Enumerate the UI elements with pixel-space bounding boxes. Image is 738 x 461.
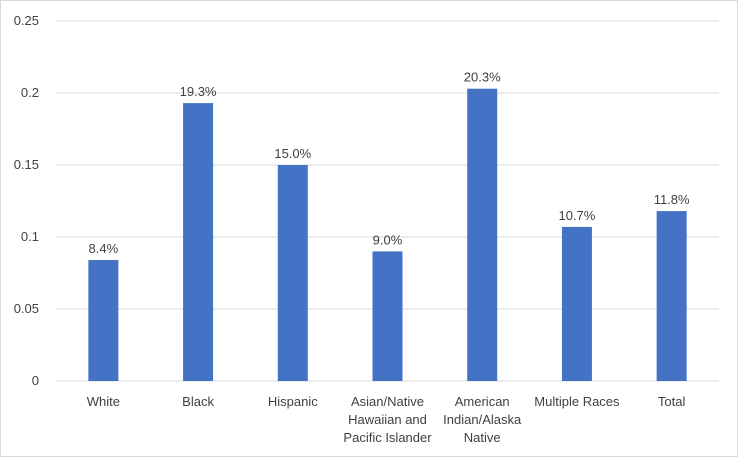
y-tick-label: 0.25 <box>14 13 39 28</box>
gridlines <box>56 20 719 382</box>
y-tick-label: 0.05 <box>14 301 39 316</box>
data-labels: 8.4% 19.3% 15.0% 9.0% 20.3% 10.7% 11.8% <box>89 70 690 256</box>
data-label: 19.3% <box>180 84 217 99</box>
bars <box>88 88 687 382</box>
y-tick-label: 0 <box>32 373 39 388</box>
x-category-label-line: White <box>87 394 120 409</box>
data-label: 10.7% <box>558 208 595 223</box>
y-axis-tick-labels: 0 0.05 0.1 0.15 0.2 0.25 <box>14 13 39 388</box>
data-label: 15.0% <box>274 146 311 161</box>
bar <box>656 211 687 381</box>
x-category-label: American Indian/Alaska Native <box>443 394 522 445</box>
x-category-label: White <box>87 394 120 409</box>
x-category-label: Hispanic <box>268 394 318 409</box>
x-category-label-line: Pacific Islander <box>343 430 432 445</box>
x-category-label-line: Indian/Alaska <box>443 412 522 427</box>
x-category-label-line: Multiple Races <box>534 394 620 409</box>
x-category-label-line: Hawaiian and <box>348 412 427 427</box>
x-category-label-line: Asian/Native <box>351 394 424 409</box>
data-label: 11.8% <box>654 192 690 207</box>
x-category-label-line: Black <box>182 394 214 409</box>
bar <box>372 251 403 381</box>
data-label: 8.4% <box>89 241 119 256</box>
x-category-label: Total <box>658 394 686 409</box>
x-category-label-line: Native <box>464 430 501 445</box>
x-category-label: Multiple Races <box>534 394 620 409</box>
x-category-label-line: Hispanic <box>268 394 318 409</box>
data-label: 20.3% <box>464 70 501 85</box>
bar <box>561 226 592 381</box>
bar <box>277 165 308 381</box>
y-tick-label: 0.15 <box>14 157 39 172</box>
bar <box>88 260 119 381</box>
x-axis-category-labels: White Black Hispanic Asian/Native Hawaiian a… <box>87 394 686 445</box>
data-label: 9.0% <box>373 232 403 247</box>
bar <box>183 103 214 381</box>
x-category-label-line: American <box>455 394 510 409</box>
x-category-label-line: Total <box>658 394 686 409</box>
x-category-label: Black <box>182 394 214 409</box>
bar <box>467 88 498 382</box>
y-tick-label: 0.1 <box>21 229 39 244</box>
y-tick-label: 0.2 <box>21 85 39 100</box>
x-category-label: Asian/Native Hawaiian and Pacific Islander <box>343 394 432 445</box>
